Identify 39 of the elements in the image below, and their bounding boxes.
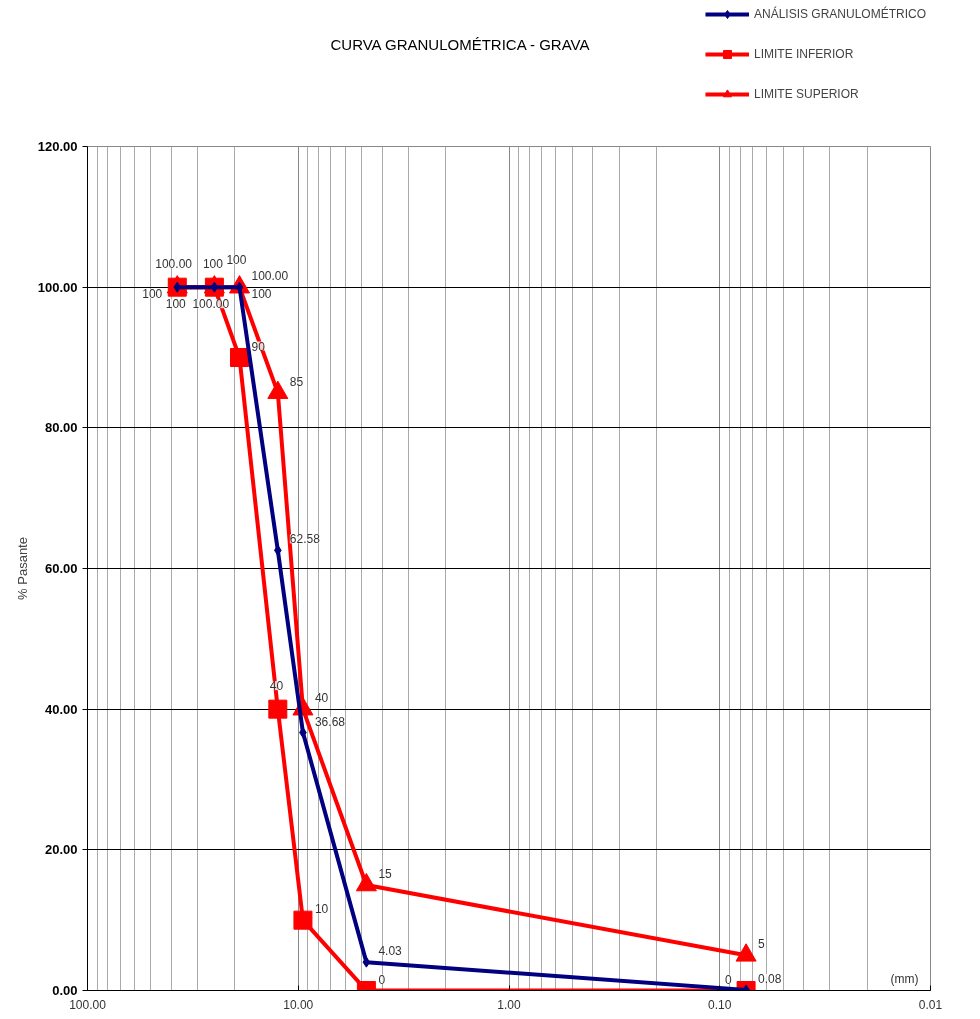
data-label: 90 xyxy=(251,339,266,354)
legend-label: LIMITE INFERIOR xyxy=(753,47,854,61)
legend-label: LIMITE SUPERIOR xyxy=(753,87,859,101)
data-label: 100.00 xyxy=(251,269,289,284)
y-tick-label: 0.00 xyxy=(52,983,78,998)
data-label: 36.68 xyxy=(314,714,346,729)
y-tick-label: 120.00 xyxy=(37,139,78,154)
data-label: 0 xyxy=(378,972,386,987)
annotation: (mm) xyxy=(890,971,919,986)
data-label: 10 xyxy=(314,902,329,917)
y-tick-label: 20.00 xyxy=(44,842,78,858)
chart-title: CURVA GRANULOMÉTRICA - GRAVA xyxy=(330,35,590,53)
data-label: 85 xyxy=(289,374,304,389)
y-tick-label: 100.00 xyxy=(37,279,78,295)
data-label: 0 xyxy=(725,972,733,987)
data-label: 100.00 xyxy=(155,257,193,272)
data-label: 5 xyxy=(758,937,766,952)
x-tick-label: 1.00 xyxy=(497,997,521,1012)
x-tick-label: 10.00 xyxy=(283,997,314,1012)
data-label: 62.58 xyxy=(289,532,321,547)
x-tick-label: 0.10 xyxy=(708,997,732,1012)
legend-label: ANÁLISIS GRANULOMÉTRICO xyxy=(753,7,926,21)
y-tick-label: 80.00 xyxy=(44,420,78,436)
data-label: 100 xyxy=(226,253,247,268)
data-label: 0.08 xyxy=(758,971,782,986)
x-tick-label: 100.00 xyxy=(69,997,107,1012)
data-label: 100 xyxy=(202,257,224,272)
data-label: 4.03 xyxy=(378,944,403,959)
y-tick-label: 60.00 xyxy=(44,561,78,576)
data-label: 100 xyxy=(251,287,272,302)
data-label: 40 xyxy=(269,679,284,694)
x-tick-label: 0.01 xyxy=(918,997,943,1012)
data-label: 100 xyxy=(142,287,163,302)
data-label: 100.00 xyxy=(192,297,230,312)
data-label: 100 xyxy=(165,297,187,312)
y-axis-title: % Pasante xyxy=(14,537,30,600)
data-label: 40 xyxy=(314,691,329,706)
y-tick-label: 40.00 xyxy=(44,701,78,717)
data-label: 15 xyxy=(378,867,393,881)
